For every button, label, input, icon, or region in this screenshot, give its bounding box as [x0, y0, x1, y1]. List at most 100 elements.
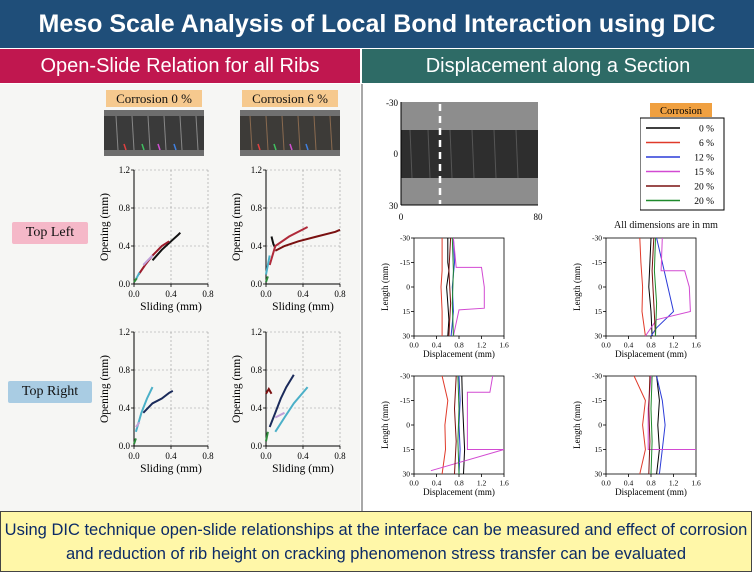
y-tick-label: -30 — [592, 234, 602, 243]
x-tick-label: 0.0 — [260, 289, 272, 299]
x-tick-label: 0.8 — [454, 341, 464, 350]
series-line — [142, 254, 154, 266]
x-tick-label: 1.6 — [691, 341, 701, 350]
y-tick-label: 0.8 — [251, 203, 263, 213]
legend-entry-label: 20 % — [694, 197, 714, 207]
x-tick-label: 0.8 — [646, 341, 656, 350]
y-tick-label: 0.8 — [251, 365, 263, 375]
series-line — [268, 226, 309, 266]
y-axis-label: Opening (mm) — [231, 193, 243, 261]
y-tick-label: 30 — [403, 332, 411, 341]
displacement-chart-3: 0.0 0.4 0.8 1.2 1.6 -30 -15 0 15 30 Displacement (… — [380, 372, 509, 497]
series-line — [133, 438, 137, 445]
series-line — [265, 255, 271, 275]
y-tick-label: 0.0 — [119, 279, 131, 289]
corrosion-label-0: Corrosion 0 % — [106, 90, 202, 107]
x-tick-label: 0.8 — [454, 479, 464, 488]
y-tick-label: 0.8 — [119, 365, 131, 375]
x-tick-label: 0.4 — [297, 451, 309, 461]
x-axis-label: Sliding (mm) — [140, 301, 202, 313]
x-axis-label: Displacement (mm) — [423, 349, 495, 359]
x-tick-label: 1.2 — [477, 479, 487, 488]
series-line — [461, 375, 466, 475]
x-tick-label: 0.4 — [624, 479, 634, 488]
x-tick-label: 0.0 — [601, 479, 611, 488]
specimen-tick-label: 30 — [389, 201, 399, 211]
right-section-banner: Displacement along a Section — [362, 49, 754, 83]
x-tick-label: 0.4 — [165, 451, 177, 461]
x-tick-label: 0.0 — [128, 451, 140, 461]
legend-entry-label: 20 % — [694, 183, 714, 193]
x-tick-label: 0.0 — [128, 289, 140, 299]
plot-frame — [413, 237, 505, 337]
y-axis-label: Length (mm) — [380, 263, 390, 311]
x-axis-label: Sliding (mm) — [272, 463, 334, 475]
legend-title: Corrosion — [660, 106, 703, 117]
x-tick-label: 0.8 — [646, 479, 656, 488]
x-tick-label: 1.6 — [499, 479, 509, 488]
legend-entry-label: 12 % — [694, 154, 714, 164]
y-tick-label: 0.0 — [251, 279, 263, 289]
y-tick-label: 1.2 — [251, 165, 262, 175]
x-tick-label: 0.0 — [601, 341, 611, 350]
series-line — [440, 238, 443, 336]
y-tick-label: 0.0 — [251, 441, 263, 451]
y-tick-label: 30 — [403, 470, 411, 479]
y-tick-label: 0.4 — [119, 403, 131, 413]
open-slide-chart-top-right-6: 0.0 0.4 0.8 0.0 0.4 0.8 1.2 Sliding (mm) Opening… — [231, 327, 346, 475]
x-tick-label: 0.8 — [334, 451, 346, 461]
legend-entry-label: 6 % — [699, 139, 714, 149]
x-tick-label: 1.2 — [669, 479, 679, 488]
series-line — [265, 386, 273, 395]
series-line — [651, 237, 656, 337]
row-label-top-right: Top Right — [8, 381, 92, 403]
x-axis-label: Displacement (mm) — [615, 349, 687, 359]
displacement-chart-1: 0.0 0.4 0.8 1.2 1.6 -30 -15 0 15 30 Displacement (… — [380, 234, 509, 359]
x-tick-label: 0.8 — [202, 289, 214, 299]
series-line — [135, 421, 141, 428]
series-line — [458, 375, 461, 475]
series-line — [151, 231, 182, 261]
y-tick-label: 0.8 — [119, 203, 131, 213]
page-title: Meso Scale Analysis of Local Bond Intera… — [0, 0, 754, 48]
y-tick-label: 15 — [403, 307, 411, 316]
x-tick-label: 1.6 — [691, 479, 701, 488]
displacement-chart-2: 0.0 0.4 0.8 1.2 1.6 -30 -15 0 15 30 Displacement (… — [572, 234, 701, 359]
legend-box — [640, 117, 725, 211]
series-line — [448, 237, 452, 337]
x-tick-label: 0.8 — [202, 451, 214, 461]
series-line — [647, 375, 696, 450]
y-tick-label: 0.4 — [251, 403, 263, 413]
y-tick-label: 1.2 — [251, 327, 262, 337]
open-slide-chart-top-right-0: 0.0 0.4 0.8 0.0 0.4 0.8 1.2 Sliding (mm) Opening… — [99, 327, 214, 475]
series-line — [133, 277, 138, 283]
x-axis-label: Sliding (mm) — [140, 463, 202, 475]
x-tick-label: 0.8 — [334, 289, 346, 299]
y-tick-label: 0.0 — [119, 441, 131, 451]
series-line — [639, 237, 646, 337]
displacement-chart-4: 0.0 0.4 0.8 1.2 1.6 -30 -15 0 15 30 Displacement (… — [572, 372, 701, 497]
series-line — [452, 237, 485, 337]
y-tick-label: -15 — [592, 396, 602, 405]
y-tick-label: 15 — [403, 445, 411, 454]
series-line — [274, 411, 285, 419]
x-tick-label: 0.0 — [409, 341, 419, 350]
corrosion-label-6: Corrosion 6 % — [242, 90, 338, 107]
x-tick-label: 1.2 — [669, 341, 679, 350]
legend-title-box — [650, 103, 712, 117]
panel-divider — [361, 84, 363, 512]
series-line — [451, 237, 454, 337]
series-line — [648, 237, 653, 337]
x-axis-label: Displacement (mm) — [615, 487, 687, 497]
x-tick-label: 0.4 — [297, 289, 309, 299]
y-tick-label: -30 — [400, 234, 410, 243]
x-tick-label: 0.4 — [165, 289, 177, 299]
specimen-tick-label: -30 — [386, 98, 398, 108]
specimen-photo-6 — [240, 110, 340, 156]
series-line — [457, 375, 460, 475]
specimen-tick-label: 0 — [399, 212, 404, 222]
y-tick-label: -15 — [400, 258, 410, 267]
y-axis-label: Length (mm) — [380, 401, 390, 449]
series-line — [633, 375, 646, 475]
series-line — [441, 375, 449, 475]
